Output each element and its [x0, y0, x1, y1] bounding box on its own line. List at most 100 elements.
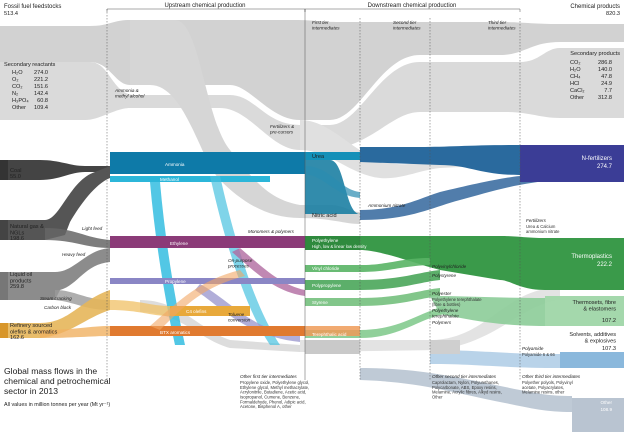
flow-upstream-band	[130, 20, 360, 224]
row-value: 142.4	[34, 91, 48, 97]
label-ammonia: Ammonia	[165, 162, 185, 167]
node-thermoplastics	[545, 238, 624, 290]
feedstock-bars	[0, 160, 8, 338]
light-feed-label: Light feed	[82, 226, 103, 231]
label-vinyl: Vinyl chloride	[312, 266, 340, 271]
secondary-products: Secondary products CO₂ 286.8 H₂O 140.0 CH₄ 47…	[570, 51, 620, 101]
row-value: 60.8	[37, 98, 48, 104]
row-name: CO₂	[570, 60, 581, 66]
header-text: Fossil fuel feedstocks 513.4 Upstream ch…	[4, 3, 620, 30]
label-polypropylene: Polypropylene	[312, 283, 342, 288]
flow-c4-up	[110, 300, 170, 316]
row-value: 151.6	[34, 84, 48, 90]
row-name: H₃PO₄	[12, 98, 29, 104]
node-ammonia	[110, 152, 305, 174]
row-name: H₂O	[12, 70, 23, 76]
feed-coal: Coal	[10, 168, 22, 174]
label-polyvinyl: Polyvinylchloride	[432, 264, 467, 269]
node-propylene	[110, 278, 305, 284]
bar-coal	[0, 160, 8, 180]
label-fertilizers-third-sub: Urea & Calcium ammonium nitrate	[526, 224, 560, 234]
label-propylene: Propylene	[165, 279, 186, 284]
other-third-detail: Polyether polyols, Polyvinyl acetate, Pol…	[522, 380, 573, 395]
node-thermosets	[545, 296, 624, 326]
colored-flows	[0, 145, 624, 432]
node-ethylene	[110, 236, 305, 248]
label-other-first: Other first tier intermediates	[240, 374, 297, 379]
flow-urea-fert	[360, 145, 560, 175]
label-c4: C4 olefins	[186, 309, 207, 314]
bar-natural-gas	[0, 220, 8, 240]
second-tier-header: Second tier intermediates	[393, 20, 421, 30]
feed-coal-value: 55.0	[10, 174, 21, 180]
row-name: N₂	[12, 91, 18, 97]
label-on-purpose: On-purpose processes	[227, 258, 253, 268]
figure-title: Global mass flows in the chemical and pet…	[4, 366, 111, 408]
steam-cracking-label: Steam cracking	[40, 296, 72, 301]
feed-oil-value: 259.8	[10, 284, 24, 290]
flow-btx-up	[150, 270, 245, 330]
row-value: 24.9	[601, 81, 612, 87]
flow-solvents	[430, 350, 560, 368]
upstream-header: Upstream chemical production	[164, 3, 245, 9]
feed-refinery: Refinery sourced olefins & aromatics	[10, 323, 57, 335]
label-methanol: Methanol	[160, 177, 179, 182]
reactants-title: Secondary reactants	[4, 62, 56, 68]
flow-coal	[0, 160, 110, 180]
product-other: Other	[601, 400, 613, 405]
flow-ammonia-other	[305, 166, 360, 198]
label-ammonium-nitrate: Ammonium nitrate	[367, 203, 406, 208]
second-tier-labels: Ammonium nitrate Polyvinylchloride Polys…	[367, 203, 502, 399]
flow-nitric-fert	[360, 175, 560, 220]
node-btx	[110, 326, 305, 336]
row-value: 140.0	[598, 67, 612, 73]
label-other-second: Other second tier intermediates	[432, 374, 497, 379]
row-name: H₂O	[570, 67, 581, 73]
flow-refinery-btx	[40, 326, 110, 338]
secondary-reactants: Secondary reactants H₂O 274.0 O₂ 221.2 CO₂ 15…	[4, 62, 56, 111]
flow-other-prod	[360, 368, 572, 412]
product-solvents-value: 107.3	[602, 346, 616, 352]
flow-oil	[0, 248, 110, 300]
title: Global mass flows in the chemical and pet…	[4, 366, 111, 396]
first-tier-header: First tier intermediates	[312, 20, 340, 30]
label-monomers: Monomers & polymers	[248, 229, 295, 234]
label-polymers: Polymers	[432, 320, 452, 325]
subtitle: All values in million tonnes per year (M…	[4, 402, 110, 408]
fossil-value: 513.4	[4, 11, 18, 17]
label-polyethylene-sub: High, low & linear low density	[312, 244, 367, 249]
other-second-detail: Caprolactam, Nylon, Polyurethanes, Polyca…	[432, 380, 502, 399]
flow-reactants	[0, 48, 624, 150]
label-nitric: Nitric acid	[312, 213, 337, 219]
row-value: 109.4	[34, 105, 48, 111]
label-styrene: Styrene	[312, 300, 328, 305]
node-polyethylene	[305, 236, 360, 250]
row-name: Other	[570, 95, 584, 101]
product-thermoplastics: Thermoplastics	[571, 254, 612, 260]
row-value: 274.0	[34, 70, 48, 76]
other-first-detail: Propylene oxide, Polyethylene glycol, Eth…	[240, 380, 309, 409]
feed-oil: Liquid oil products	[10, 272, 32, 284]
label-polyamide: Polyamide	[522, 346, 544, 351]
node-c4	[170, 306, 250, 316]
row-value: 312.8	[598, 95, 612, 101]
downstream-header: Downstream chemical production	[368, 3, 457, 9]
flow-pp	[305, 270, 440, 290]
dividers	[106, 8, 521, 380]
bar-oil	[0, 272, 8, 300]
row-name: CH₄	[570, 74, 581, 80]
flow-styrene	[305, 288, 440, 306]
row-value: 47.8	[601, 74, 612, 80]
feedstock-labels: Coal 55.0 Natural gas & NGLs 198.6 Liquid…	[10, 168, 103, 341]
bar-refinery	[0, 323, 8, 338]
row-name: Other	[12, 105, 26, 111]
row-name: CO₂	[12, 84, 23, 90]
product-thermosets: Thermosets, fibre & elastomers	[572, 300, 616, 312]
feed-refinery-value: 162.6	[10, 335, 24, 341]
first-tier-labels: Fertilizers & pre-cursors Urea Nitric aci…	[240, 124, 367, 409]
feed-natural-gas: Natural gas & NGLs	[10, 224, 44, 236]
product-thermosets-value: 107.2	[602, 318, 616, 324]
product-solvents: Solvents, additives & explosives	[569, 332, 616, 344]
flow-vinyl	[305, 258, 430, 272]
